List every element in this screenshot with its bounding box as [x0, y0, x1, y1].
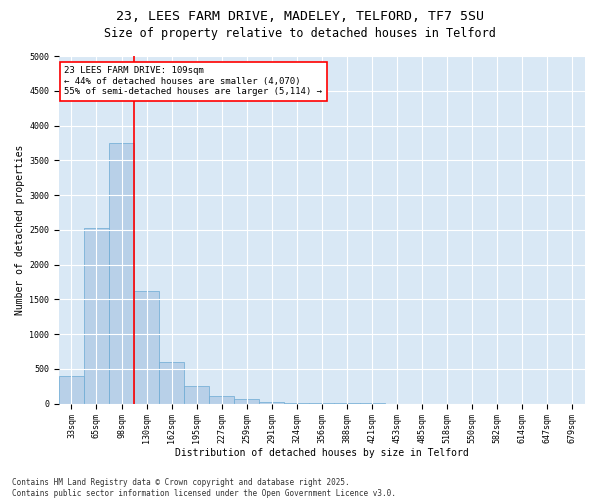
Y-axis label: Number of detached properties: Number of detached properties	[15, 144, 25, 315]
Bar	[109, 143, 134, 404]
Text: Size of property relative to detached houses in Telford: Size of property relative to detached ho…	[104, 28, 496, 40]
Text: 23 LEES FARM DRIVE: 109sqm
← 44% of detached houses are smaller (4,070)
55% of s: 23 LEES FARM DRIVE: 109sqm ← 44% of deta…	[64, 66, 322, 96]
X-axis label: Distribution of detached houses by size in Telford: Distribution of detached houses by size …	[175, 448, 469, 458]
Text: Contains HM Land Registry data © Crown copyright and database right 2025.
Contai: Contains HM Land Registry data © Crown c…	[12, 478, 396, 498]
Bar	[234, 399, 259, 404]
Bar	[209, 396, 234, 404]
Bar	[259, 402, 284, 404]
Bar	[59, 376, 84, 404]
Bar	[284, 403, 310, 404]
Text: 23, LEES FARM DRIVE, MADELEY, TELFORD, TF7 5SU: 23, LEES FARM DRIVE, MADELEY, TELFORD, T…	[116, 10, 484, 23]
Bar	[134, 290, 159, 404]
Bar	[159, 362, 184, 404]
Bar	[84, 228, 109, 404]
Bar	[184, 386, 209, 404]
